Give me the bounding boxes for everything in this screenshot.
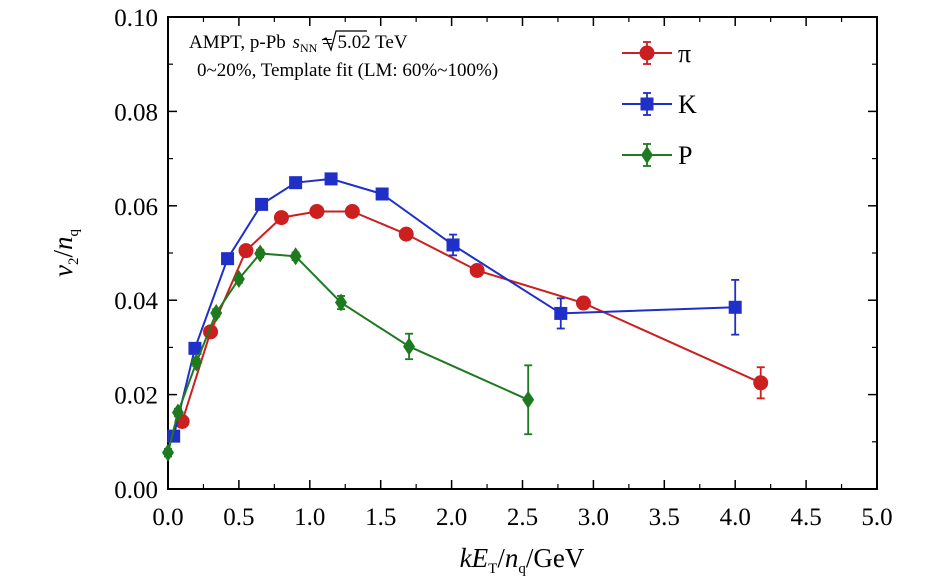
annotation: AMPT, p-Pb sNN = 5.02 TeV 0~20%, Templat… — [189, 30, 498, 81]
data-point-proton — [210, 303, 223, 322]
y-tick-label: 0.02 — [114, 383, 158, 410]
legend-marker — [640, 97, 654, 111]
data-point-kaon — [255, 197, 269, 211]
data-point-kaon — [324, 172, 338, 186]
x-tick-label: 0.0 — [152, 504, 183, 531]
data-point-proton — [162, 443, 174, 462]
y-axis-title: v2/nq — [48, 229, 82, 278]
data-point-proton — [334, 293, 347, 312]
data-point-proton — [403, 337, 416, 356]
series-line-kaon — [172, 177, 736, 437]
legend-item-pion: π — [622, 39, 691, 68]
data-point-proton — [289, 247, 302, 266]
data-point-kaon — [221, 252, 235, 266]
x-tick-label: 3.0 — [578, 504, 609, 531]
legend-marker — [641, 146, 653, 164]
x-tick-label: 5.0 — [861, 504, 892, 531]
data-point-proton — [232, 269, 245, 288]
x-tick-label: 4.5 — [790, 504, 821, 531]
series-pion — [174, 203, 769, 430]
data-point-proton — [190, 353, 203, 372]
data-point-pion — [238, 243, 254, 259]
series-line-pion — [181, 210, 762, 422]
x-tick-label: 0.5 — [223, 504, 254, 531]
data-point-pion — [309, 203, 325, 219]
x-axis-title: kET/nq/GeV — [460, 543, 585, 577]
data-point-pion — [575, 295, 591, 311]
data-point-kaon — [446, 238, 460, 252]
annotation-line2: 0~20%, Template fit (LM: 60%~100%) — [197, 60, 498, 81]
y-tick-label: 0.00 — [114, 477, 158, 504]
y-axis: 0.00 0.02 0.04 0.06 0.08 0.10 — [114, 5, 877, 504]
x-axis: 0.0 0.5 1.0 1.5 2.0 2.5 3.0 3.5 4.0 4.5 5.0 — [152, 17, 893, 531]
sqrt-sign — [321, 30, 367, 52]
series-proton — [162, 244, 535, 462]
data-point-proton — [522, 390, 535, 409]
series-layer — [162, 172, 769, 462]
legend-item-kaon: K — [622, 90, 697, 119]
y-tick-label: 0.06 — [114, 194, 158, 221]
data-point-kaon — [554, 306, 568, 320]
x-tick-label: 4.0 — [720, 504, 751, 531]
legend: πKP — [622, 39, 697, 170]
x-tick-label: 2.0 — [436, 504, 467, 531]
legend-label: π — [678, 39, 691, 68]
data-point-pion — [344, 203, 360, 219]
data-point-proton — [171, 403, 184, 422]
data-point-proton — [254, 244, 267, 263]
data-point-pion — [398, 226, 414, 242]
data-point-pion — [753, 375, 769, 391]
series-line-proton — [167, 252, 529, 453]
data-point-pion — [469, 262, 485, 278]
x-tick-label: 3.5 — [649, 504, 680, 531]
legend-label: K — [678, 90, 697, 119]
y-tick-label: 0.08 — [114, 99, 158, 126]
legend-marker — [639, 45, 655, 61]
data-point-kaon — [728, 300, 742, 314]
y-tick-label: 0.04 — [114, 288, 158, 315]
data-point-kaon — [188, 341, 202, 355]
y-tick-label: 0.10 — [114, 5, 158, 32]
data-point-pion — [273, 210, 289, 226]
legend-label: P — [678, 141, 692, 170]
x-tick-label: 1.0 — [294, 504, 325, 531]
data-point-kaon — [375, 187, 389, 201]
legend-item-proton: P — [622, 141, 692, 170]
annotation-line1: AMPT, p-Pb sNN = 5.02 TeV — [189, 32, 408, 55]
plot-frame — [167, 16, 878, 490]
x-tick-label: 1.5 — [365, 504, 396, 531]
x-tick-label: 2.5 — [507, 504, 538, 531]
data-point-kaon — [289, 176, 303, 190]
series-kaon — [167, 172, 742, 443]
